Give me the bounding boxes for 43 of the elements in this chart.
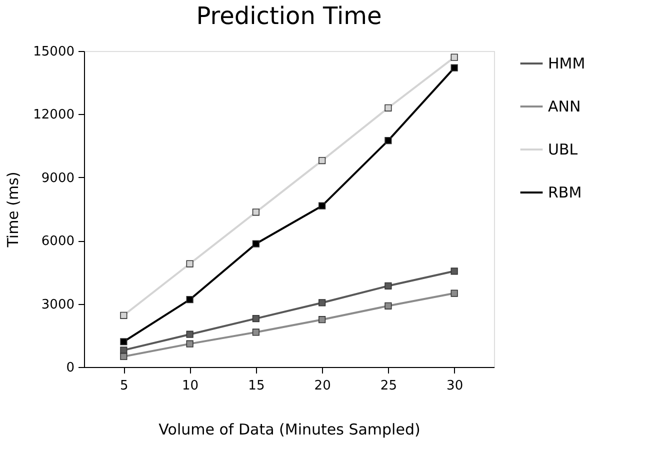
y-tick-label: 3000 (41, 297, 74, 312)
x-tick-label: 15 (248, 378, 265, 394)
y-tick-label: 9000 (41, 170, 74, 186)
point (252, 314, 260, 322)
point (186, 260, 194, 268)
legend-label: RBM (548, 184, 582, 202)
x-tick-label: 25 (380, 378, 397, 394)
x-tick-label: 5 (120, 378, 128, 394)
point (120, 338, 128, 346)
point (318, 299, 326, 306)
point (186, 296, 194, 304)
point (450, 54, 458, 61)
point (120, 346, 128, 354)
point (384, 282, 392, 290)
point (186, 330, 194, 338)
point (318, 316, 326, 324)
point (318, 156, 326, 164)
x-tick-label: 30 (446, 378, 464, 394)
chart-title: Prediction Time (196, 2, 382, 30)
point (252, 328, 260, 336)
point (186, 340, 194, 348)
y-tick-label: 6000 (41, 234, 74, 250)
y-tick-label: 15000 (33, 44, 74, 60)
point (384, 104, 392, 112)
x-axis-title: Volume of Data (Minutes Sampled) (158, 420, 420, 438)
y-axis-title: Time (ms) (4, 172, 22, 248)
point (120, 352, 128, 360)
point (384, 302, 392, 310)
x-tick-label: 20 (314, 378, 331, 394)
point (120, 312, 128, 319)
y-tick-label: 12000 (33, 108, 74, 123)
point (252, 208, 260, 216)
y-tick-label: 0 (66, 360, 74, 376)
legend-label: HMM (548, 54, 586, 72)
legend-label: UBL (548, 140, 578, 158)
point (384, 136, 392, 144)
point (450, 64, 458, 72)
legend-label: ANN (548, 98, 581, 116)
point (252, 240, 260, 248)
point (450, 268, 458, 275)
point (318, 202, 326, 210)
point (450, 290, 458, 297)
x-tick-label: 10 (182, 378, 199, 394)
